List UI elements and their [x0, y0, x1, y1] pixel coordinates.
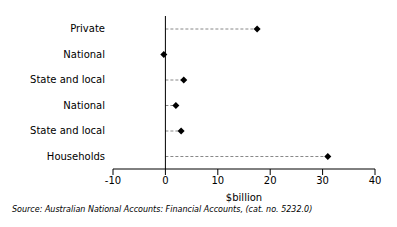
svg-text:0: 0 [162, 175, 168, 186]
svg-text:State and local: State and local [30, 125, 105, 136]
svg-text:State and local: State and local [30, 74, 105, 85]
svg-text:40: 40 [369, 175, 382, 186]
svg-text:10: 10 [211, 175, 224, 186]
svg-text:-10: -10 [105, 175, 121, 186]
svg-text:Private: Private [70, 23, 105, 34]
svg-text:20: 20 [264, 175, 277, 186]
html-text:Source: Australian National Ac: Source: Australian National Accounts: Fi… [12, 205, 313, 214]
svg-text:Households: Households [47, 151, 105, 162]
svg-text:$billion: $billion [226, 192, 262, 203]
svg-text:30: 30 [316, 175, 329, 186]
svg-text:National: National [63, 49, 105, 60]
svg-text:National: National [63, 100, 105, 111]
